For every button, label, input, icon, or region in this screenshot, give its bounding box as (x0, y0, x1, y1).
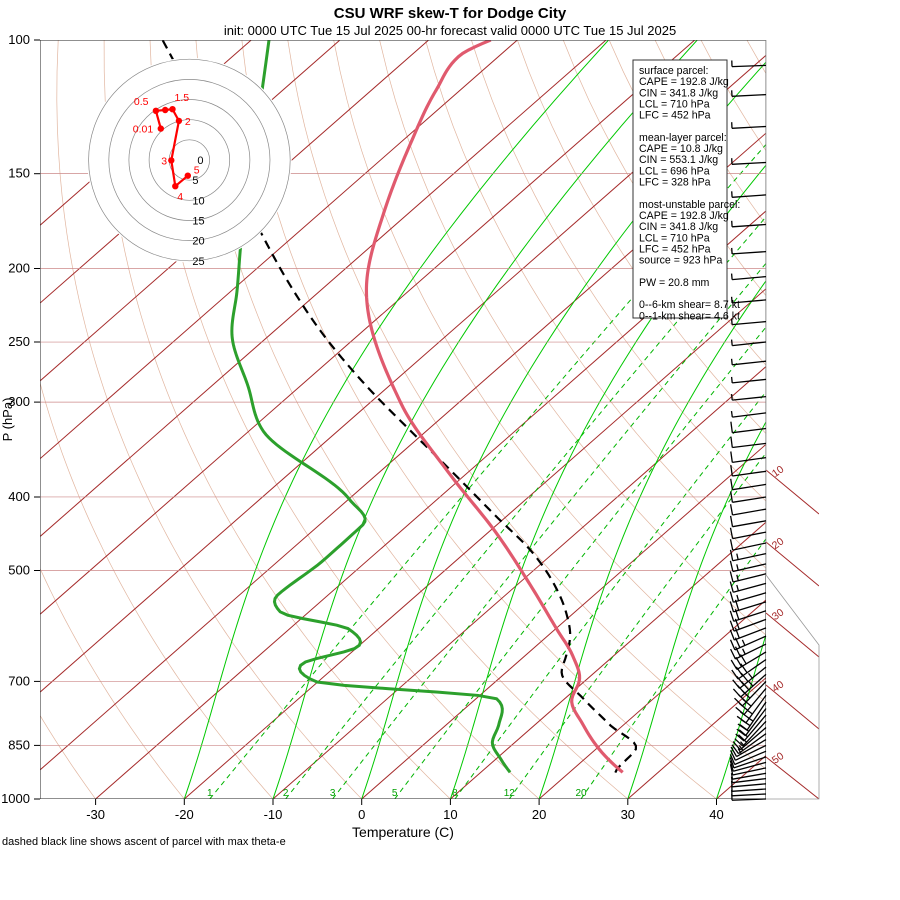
svg-text:CIN = 341.8 J/kg: CIN = 341.8 J/kg (639, 87, 718, 99)
svg-text:20: 20 (192, 236, 204, 248)
svg-text:20: 20 (575, 788, 587, 799)
svg-text:0--6-km shear= 8.7 kt: 0--6-km shear= 8.7 kt (639, 299, 740, 311)
svg-text:25: 25 (192, 256, 204, 268)
svg-text:12: 12 (504, 788, 516, 799)
svg-text:2: 2 (185, 116, 191, 128)
svg-text:3: 3 (330, 788, 336, 799)
svg-text:most-unstable parcel:: most-unstable parcel: (639, 199, 740, 211)
svg-text:-20: -20 (175, 807, 194, 822)
svg-text:source = 923 hPa: source = 923 hPa (639, 255, 722, 267)
svg-text:mean-layer parcel:: mean-layer parcel: (639, 132, 727, 144)
svg-text:1000: 1000 (1, 791, 30, 806)
svg-text:500: 500 (8, 563, 30, 578)
svg-text:5: 5 (392, 788, 398, 799)
svg-text:P (hPa): P (hPa) (0, 398, 15, 442)
svg-text:LFC = 328 hPa: LFC = 328 hPa (639, 177, 711, 189)
svg-text:400: 400 (8, 489, 30, 504)
svg-text:-30: -30 (86, 807, 105, 822)
svg-text:0--1-km shear= 4.6 kt: 0--1-km shear= 4.6 kt (639, 310, 740, 322)
svg-text:CIN = 553.1 J/kg: CIN = 553.1 J/kg (639, 154, 718, 166)
svg-text:40: 40 (709, 807, 723, 822)
svg-text:4: 4 (177, 191, 183, 203)
svg-text:2: 2 (283, 788, 289, 799)
svg-text:8: 8 (452, 788, 458, 799)
svg-text:1.5: 1.5 (175, 92, 190, 104)
svg-text:5: 5 (194, 165, 200, 177)
svg-text:Temperature (C): Temperature (C) (352, 824, 454, 840)
svg-text:0: 0 (358, 807, 365, 822)
svg-text:-10: -10 (264, 807, 283, 822)
svg-text:CSU WRF skew-T for Dodge City: CSU WRF skew-T for Dodge City (334, 5, 567, 22)
svg-text:15: 15 (192, 216, 204, 228)
svg-text:3: 3 (161, 155, 167, 167)
svg-text:200: 200 (8, 261, 30, 276)
svg-text:LFC = 452 hPa: LFC = 452 hPa (639, 243, 711, 255)
svg-text:10: 10 (443, 807, 457, 822)
svg-text:dashed black line shows ascent: dashed black line shows ascent of parcel… (2, 836, 286, 848)
svg-text:30: 30 (621, 807, 635, 822)
svg-text:0.5: 0.5 (134, 96, 149, 108)
svg-text:150: 150 (8, 166, 30, 181)
svg-text:CIN = 341.8 J/kg: CIN = 341.8 J/kg (639, 221, 718, 233)
svg-text:250: 250 (8, 334, 30, 349)
svg-text:700: 700 (8, 673, 30, 688)
svg-text:LFC = 452 hPa: LFC = 452 hPa (639, 110, 711, 122)
svg-text:surface parcel:: surface parcel: (639, 65, 708, 77)
svg-text:10: 10 (192, 195, 204, 207)
svg-text:5: 5 (192, 175, 198, 187)
svg-text:100: 100 (8, 32, 30, 47)
svg-text:20: 20 (532, 807, 546, 822)
svg-text:0.01: 0.01 (133, 124, 154, 136)
svg-text:init: 0000 UTC Tue 15 Jul 2025: init: 0000 UTC Tue 15 Jul 2025 00-hr for… (224, 23, 676, 38)
svg-text:1: 1 (207, 788, 213, 799)
svg-text:PW = 20.8 mm: PW = 20.8 mm (639, 277, 710, 289)
svg-text:850: 850 (8, 737, 30, 752)
